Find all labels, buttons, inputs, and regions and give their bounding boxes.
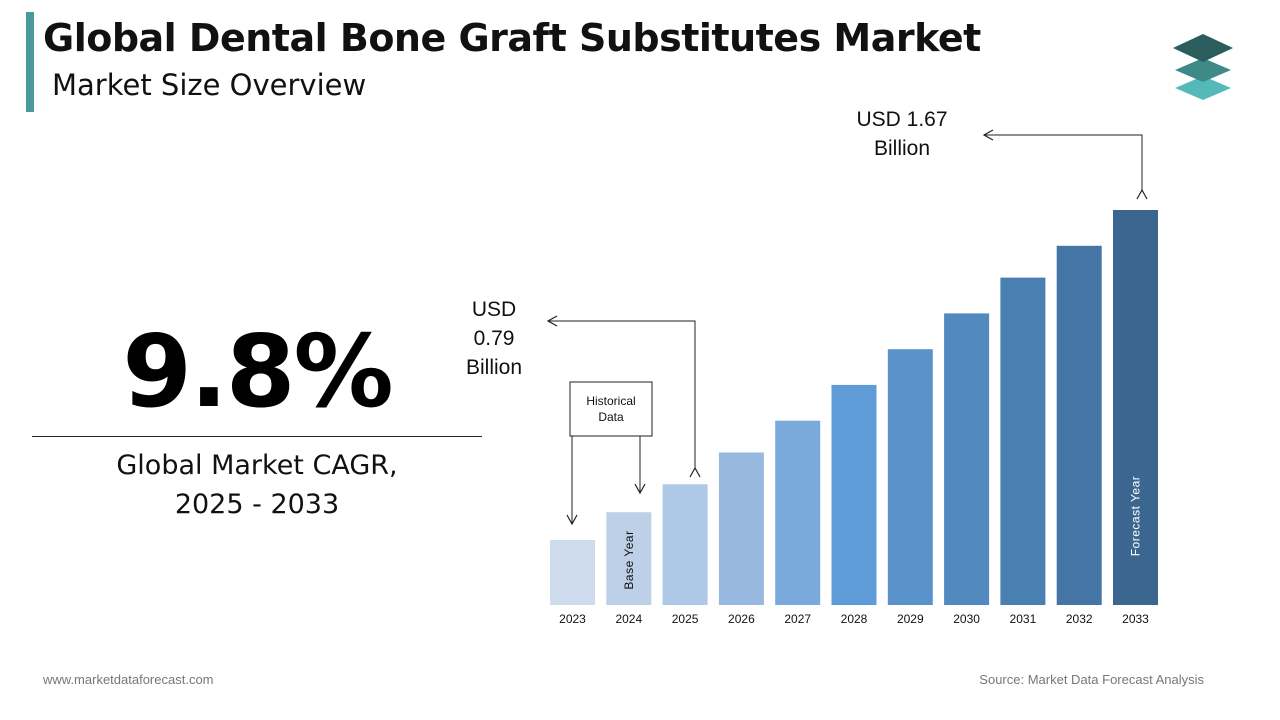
bar-label-2024: Base Year xyxy=(622,530,636,589)
start-value-line1: USD xyxy=(472,298,516,321)
bar-labels: Base Year Forecast Year xyxy=(622,476,1143,590)
x-tick-label-2025: 2025 xyxy=(672,612,699,626)
end-value-line2: Billion xyxy=(874,137,930,160)
bar-2027 xyxy=(775,420,821,605)
page-title: Global Dental Bone Graft Substitutes Mar… xyxy=(43,16,981,60)
x-tick-label-2031: 2031 xyxy=(1010,612,1037,626)
bar-2031 xyxy=(1000,277,1046,605)
x-tick-label-2023: 2023 xyxy=(559,612,586,626)
cagr-label: Global Market CAGR, 2025 - 2033 xyxy=(32,446,482,524)
bar-2026 xyxy=(718,452,764,605)
x-axis-ticks: 2023 2024 2025 2026 2027 2028 2029 2030 2031 2032… xyxy=(559,612,1149,626)
bar-2028 xyxy=(831,384,877,605)
cagr-label-line1: Global Market CAGR, xyxy=(116,450,398,481)
historical-data-label-line1: Historical xyxy=(586,394,635,408)
start-value-line2: 0.79 xyxy=(474,327,515,350)
footer-source: Source: Market Data Forecast Analysis xyxy=(979,672,1204,687)
cagr-value: 9.8% xyxy=(122,313,393,430)
x-tick-label-2032: 2032 xyxy=(1066,612,1093,626)
x-tick-label-2024: 2024 xyxy=(615,612,642,626)
bar-2033 xyxy=(1113,210,1158,605)
footer-website-link[interactable]: www.marketdataforecast.com xyxy=(43,672,214,687)
title-accent-bar xyxy=(26,12,34,112)
page-subtitle: Market Size Overview xyxy=(52,68,367,102)
bars-layer xyxy=(550,210,1158,606)
x-tick-label-2033: 2033 xyxy=(1122,612,1149,626)
historical-data-box xyxy=(569,381,653,437)
x-tick-label-2028: 2028 xyxy=(841,612,868,626)
x-tick-label-2026: 2026 xyxy=(728,612,755,626)
cagr-divider xyxy=(32,436,482,437)
end-value-line1: USD 1.67 xyxy=(856,108,947,131)
bar-2023 xyxy=(550,540,595,605)
bar-2032 xyxy=(1056,245,1102,606)
start-value-arrow xyxy=(546,315,701,478)
x-tick-label-2029: 2029 xyxy=(897,612,924,626)
bar-2024 xyxy=(606,512,652,605)
end-value-arrow xyxy=(982,129,1148,200)
start-value-line3: Billion xyxy=(466,356,522,379)
company-logo-icon xyxy=(1173,34,1233,100)
x-tick-label-2027: 2027 xyxy=(784,612,811,626)
cagr-label-line2: 2025 - 2033 xyxy=(174,489,340,520)
historical-data-label-line2: Data xyxy=(598,410,624,424)
bar-label-2033: Forecast Year xyxy=(1129,476,1143,557)
bar-2025 xyxy=(662,484,708,605)
bar-2030 xyxy=(944,313,990,605)
bar-2029 xyxy=(887,349,933,605)
x-tick-label-2030: 2030 xyxy=(953,612,980,626)
